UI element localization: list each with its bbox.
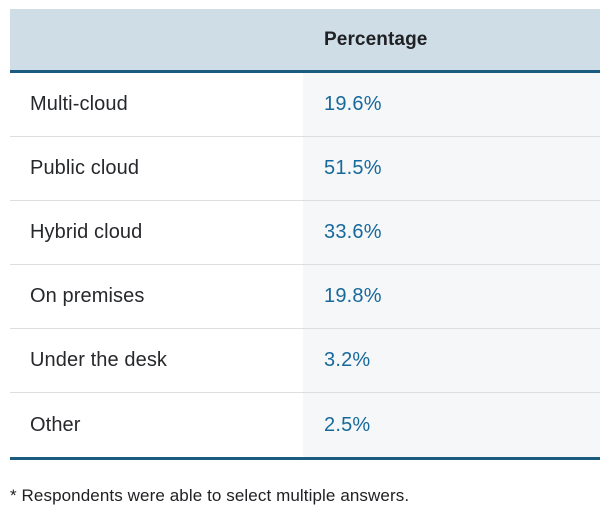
row-value-cell: 19.8% bbox=[303, 265, 600, 328]
table-row: On premises 19.8% bbox=[10, 265, 600, 329]
table-row: Under the desk 3.2% bbox=[10, 329, 600, 393]
row-value: 19.8% bbox=[324, 285, 382, 307]
row-label-cell: Hybrid cloud bbox=[10, 201, 303, 264]
row-label-cell: On premises bbox=[10, 265, 303, 328]
row-label-cell: Public cloud bbox=[10, 137, 303, 200]
table-row: Public cloud 51.5% bbox=[10, 137, 600, 201]
percentage-column-header: Percentage bbox=[324, 28, 428, 50]
footnote: * Respondents were able to select multip… bbox=[10, 486, 410, 505]
row-value: 51.5% bbox=[324, 157, 382, 179]
table-header-row: Percentage bbox=[10, 9, 600, 73]
row-label: Other bbox=[30, 413, 81, 436]
row-label: On premises bbox=[30, 285, 145, 307]
row-label: Hybrid cloud bbox=[30, 221, 143, 243]
row-label-cell: Other bbox=[10, 393, 303, 457]
row-value: 19.6% bbox=[324, 93, 382, 115]
survey-results-table: Percentage Multi-cloud 19.6% Public clou… bbox=[10, 9, 600, 460]
table-row: Hybrid cloud 33.6% bbox=[10, 201, 600, 265]
row-value-cell: 2.5% bbox=[303, 393, 600, 457]
table-row: Other 2.5% bbox=[10, 393, 600, 457]
table-row: Multi-cloud 19.6% bbox=[10, 73, 600, 137]
row-value: 2.5% bbox=[324, 413, 371, 436]
row-value-cell: 33.6% bbox=[303, 201, 600, 264]
row-label: Multi-cloud bbox=[30, 93, 128, 115]
row-label: Public cloud bbox=[30, 157, 140, 179]
row-value: 3.2% bbox=[324, 349, 371, 371]
row-label-cell: Under the desk bbox=[10, 329, 303, 392]
row-label-cell: Multi-cloud bbox=[10, 73, 303, 136]
header-label-cell bbox=[10, 9, 303, 70]
row-label: Under the desk bbox=[30, 349, 168, 371]
header-percentage-cell: Percentage bbox=[303, 9, 600, 70]
row-value: 33.6% bbox=[324, 221, 382, 243]
row-value-cell: 3.2% bbox=[303, 329, 600, 392]
row-value-cell: 51.5% bbox=[303, 137, 600, 200]
row-value-cell: 19.6% bbox=[303, 73, 600, 136]
